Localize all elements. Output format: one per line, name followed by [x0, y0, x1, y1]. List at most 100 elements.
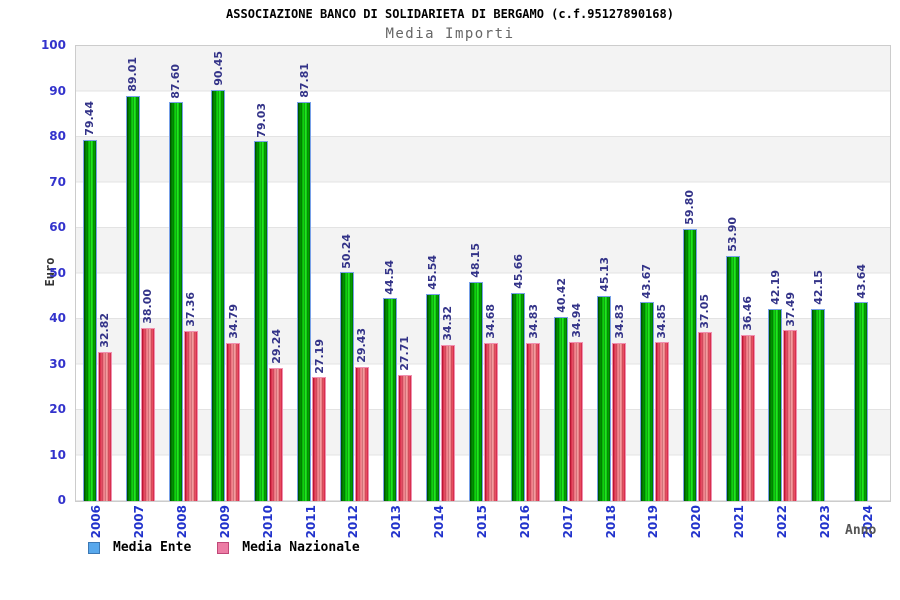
bar-value-label: 40.42	[554, 278, 568, 314]
bar-value-label: 87.60	[169, 63, 183, 99]
year-label-2022: 2022	[774, 505, 789, 539]
bar-value-label: 32.82	[98, 312, 112, 348]
y-tick-90: 90	[49, 83, 66, 98]
bar-col-media-nazionale: 29.24	[269, 329, 284, 501]
legend: Media Ente Media Nazionale	[88, 540, 386, 555]
bar-col-media-nazionale: 34.32	[440, 306, 455, 501]
year-label-2008: 2008	[175, 505, 190, 539]
legend-item-media-ente: Media Ente	[88, 540, 191, 555]
bar-media-nazionale-2008	[183, 331, 198, 501]
bar-value-label: 44.54	[383, 259, 397, 295]
bar-media-ente-2012	[339, 272, 354, 501]
bar-col-media-nazionale: 37.05	[697, 294, 712, 501]
year-label-2014: 2014	[432, 505, 447, 539]
bar-media-nazionale-2019	[654, 342, 669, 501]
bar-col-media-ente: 44.54	[382, 260, 397, 501]
bar-col-media-ente: 40.42	[554, 278, 569, 501]
x-cell-2017: 2017	[546, 505, 589, 538]
bar-value-label: 48.15	[469, 243, 483, 278]
bar-col-media-ente: 90.45	[211, 51, 226, 501]
bar-value-label: 34.83	[526, 303, 540, 339]
bar-value-label: 37.05	[698, 293, 712, 329]
bar-value-label: 53.90	[726, 217, 740, 252]
bar-group-2014: 45.54 34.32	[419, 46, 462, 501]
bar-value-label: 42.15	[811, 270, 825, 306]
x-cell-2018: 2018	[589, 505, 632, 538]
y-axis-ticks: 0 10 20 30 40 50 60 70 80 90 100	[0, 38, 66, 507]
bar-value-label: 59.80	[683, 190, 697, 225]
y-tick-50: 50	[49, 265, 66, 280]
bar-group-2020: 59.80 37.05	[676, 46, 719, 501]
bar-media-nazionale-2016	[526, 342, 541, 501]
bar-group-2015: 48.15 34.68	[462, 46, 505, 501]
bar-value-label: 37.49	[783, 291, 797, 327]
x-cell-2019: 2019	[632, 505, 675, 538]
year-label-2021: 2021	[732, 505, 747, 539]
bar-media-ente-2019	[639, 302, 654, 501]
bar-value-label: 29.24	[269, 329, 283, 364]
bar-media-ente-2006	[82, 139, 97, 501]
x-cell-2021: 2021	[718, 505, 761, 538]
bar-value-label: 79.44	[83, 100, 97, 136]
bar-value-label: 45.66	[511, 254, 525, 290]
x-cell-2016: 2016	[503, 505, 546, 538]
bar-col-media-ente: 89.01	[125, 57, 140, 501]
bar-col-media-ente: 87.81	[297, 63, 312, 501]
year-label-2018: 2018	[603, 505, 618, 539]
year-label-2016: 2016	[517, 505, 532, 539]
bar-media-ente-2013	[382, 298, 397, 501]
bar-col-media-ente: 48.15	[468, 243, 483, 501]
bar-value-label: 34.83	[612, 303, 626, 339]
x-cell-2023: 2023	[803, 505, 846, 538]
x-cell-2015: 2015	[461, 505, 504, 538]
bar-col-media-nazionale: 34.85	[654, 304, 669, 501]
bar-group-2011: 87.81 27.19	[290, 46, 333, 501]
bar-col-media-ente: 43.64	[854, 264, 869, 501]
year-label-2011: 2011	[303, 505, 318, 539]
bar-value-label: 87.81	[297, 62, 311, 98]
year-label-2013: 2013	[389, 505, 404, 539]
bar-value-label: 38.00	[141, 289, 155, 325]
bar-value-label: 27.71	[398, 336, 412, 371]
bar-value-label: 45.54	[426, 255, 440, 290]
bar-media-nazionale-2007	[140, 328, 155, 501]
bar-col-media-ente: 59.80	[682, 190, 697, 501]
bar-group-2012: 50.24 29.43	[333, 46, 376, 501]
year-label-2020: 2020	[689, 505, 704, 539]
bar-media-ente-2007	[125, 96, 140, 501]
bar-value-label: 90.45	[211, 50, 225, 86]
year-label-2010: 2010	[260, 505, 275, 539]
bar-group-2024: 43.64	[847, 46, 890, 501]
bar-group-2006: 79.44 32.82	[76, 46, 119, 501]
bar-col-media-nazionale: 37.36	[183, 292, 198, 501]
x-cell-2009: 2009	[204, 505, 247, 538]
x-cell-2014: 2014	[418, 505, 461, 538]
legend-item-media-nazionale: Media Nazionale	[217, 540, 360, 555]
bar-media-ente-2023	[811, 309, 826, 501]
y-tick-0: 0	[57, 493, 66, 507]
bar-media-ente-2021	[725, 255, 740, 501]
bar-group-2009: 90.45 34.79	[205, 46, 248, 501]
y-tick-20: 20	[49, 402, 66, 416]
bar-value-label: 43.64	[854, 263, 868, 299]
bar-col-media-nazionale: 27.71	[397, 336, 412, 501]
bar-media-ente-2011	[297, 101, 312, 501]
legend-label-media-nazionale: Media Nazionale	[242, 540, 360, 555]
bar-col-media-ente: 42.19	[768, 270, 783, 501]
bar-group-2016: 45.66 34.83	[504, 46, 547, 501]
y-tick-100: 100	[40, 38, 66, 52]
bar-col-media-ente: 43.67	[639, 264, 654, 501]
bar-group-2008: 87.60 37.36	[162, 46, 205, 501]
bar-media-ente-2009	[211, 89, 226, 501]
bar-col-media-ente: 50.24	[339, 234, 354, 501]
bar-media-nazionale-2011	[312, 377, 327, 501]
legend-label-media-ente: Media Ente	[113, 540, 192, 555]
x-cell-2008: 2008	[161, 505, 204, 538]
bar-value-label: 89.01	[126, 57, 140, 92]
bar-media-nazionale-2014	[440, 344, 455, 501]
x-cell-2020: 2020	[675, 505, 718, 538]
year-label-2009: 2009	[217, 505, 232, 539]
bar-media-nazionale-2021	[740, 335, 755, 501]
bar-value-label: 43.67	[640, 263, 654, 299]
